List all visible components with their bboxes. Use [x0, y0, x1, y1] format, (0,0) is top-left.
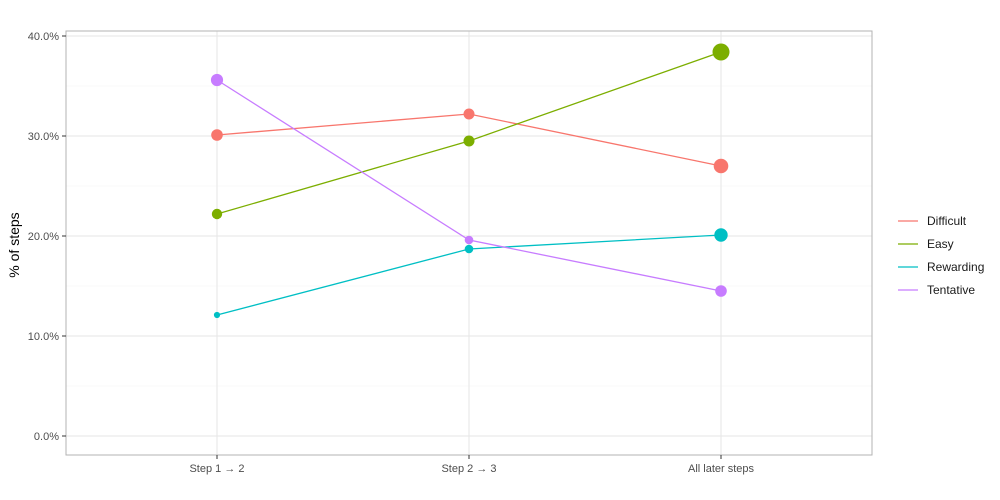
legend: Difficult Easy Rewarding Tentative	[898, 214, 984, 297]
data-point	[211, 129, 223, 141]
legend-item: Rewarding	[898, 260, 984, 274]
legend-item: Tentative	[898, 283, 975, 297]
y-tick-label: 10.0%	[28, 331, 59, 343]
data-point	[463, 135, 475, 147]
y-axis-title: % of steps	[6, 212, 22, 277]
series-easy	[211, 43, 730, 220]
data-point	[211, 208, 223, 220]
legend-item: Easy	[898, 237, 954, 251]
grid	[66, 31, 872, 455]
y-tick-label: 20.0%	[28, 231, 59, 243]
data-point	[210, 73, 224, 87]
data-point	[713, 158, 729, 174]
x-tick-label: Step 2 → 3	[441, 463, 496, 475]
series-rewarding	[213, 228, 728, 319]
data-point	[464, 244, 474, 254]
legend-label: Difficult	[927, 214, 967, 228]
data-point	[464, 235, 474, 245]
data-point	[715, 285, 727, 297]
series-difficult	[211, 108, 729, 174]
legend-label: Tentative	[927, 283, 975, 297]
data-point	[712, 43, 730, 61]
x-axis: Step 1 → 2 Step 2 → 3 All later steps	[189, 455, 755, 475]
legend-label: Easy	[927, 237, 954, 251]
data-point	[463, 108, 475, 120]
series-tentative	[210, 73, 727, 297]
data-point	[213, 311, 221, 319]
x-tick-label: Step 1 → 2	[189, 463, 244, 475]
y-axis: 0.0% 10.0% 20.0% 30.0% 40.0%	[28, 31, 66, 443]
series-layer	[210, 43, 730, 319]
y-tick-label: 40.0%	[28, 31, 59, 43]
legend-label: Rewarding	[927, 260, 984, 274]
y-tick-label: 0.0%	[34, 431, 59, 443]
legend-item: Difficult	[898, 214, 967, 228]
y-tick-label: 30.0%	[28, 131, 59, 143]
x-tick-label: All later steps	[688, 463, 755, 475]
data-point	[714, 228, 728, 242]
